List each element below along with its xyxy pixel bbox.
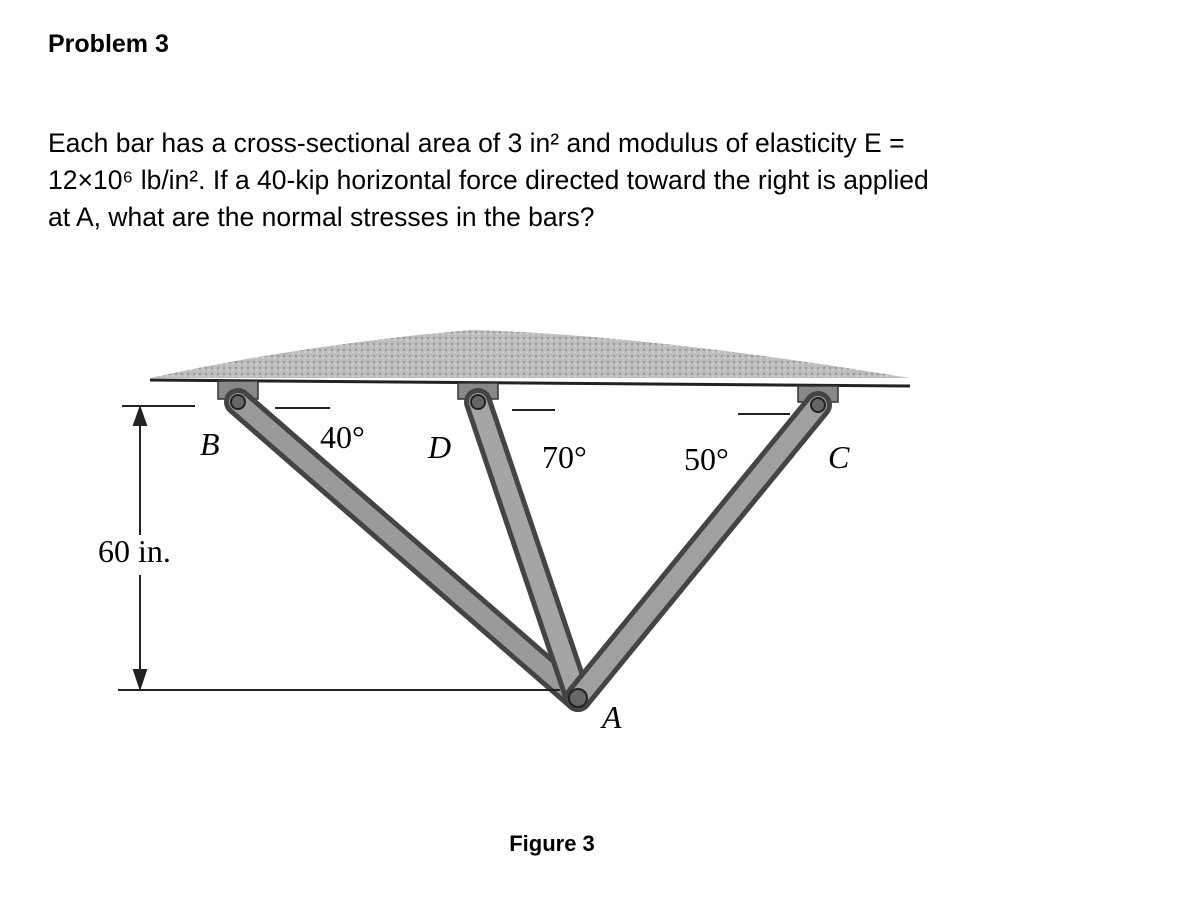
pins [230,394,826,708]
ceiling-line [149,378,911,388]
text-line: Each bar has a cross-sectional area of 3… [48,128,905,158]
label-angle-b: 40° [320,419,365,455]
problem-text: Each bar has a cross-sectional area of 3… [48,125,929,236]
text-line: 12×10⁶ lb/in². If a 40-kip horizontal fo… [48,165,929,195]
label-b: B [200,426,220,462]
label-angle-c: 50° [684,441,729,477]
ceiling [150,330,910,378]
label-height: 60 in. [98,533,171,569]
dimension [118,404,790,692]
text-line: at A, what are the normal stresses in th… [48,202,595,232]
label-c: C [828,439,850,475]
label-a: A [600,699,622,735]
bars [224,388,832,712]
label-angle-d: 70° [542,439,587,475]
figure-caption: Figure 3 [509,831,595,856]
label-d: D [427,429,451,465]
problem-title: Problem 3 [48,30,169,58]
